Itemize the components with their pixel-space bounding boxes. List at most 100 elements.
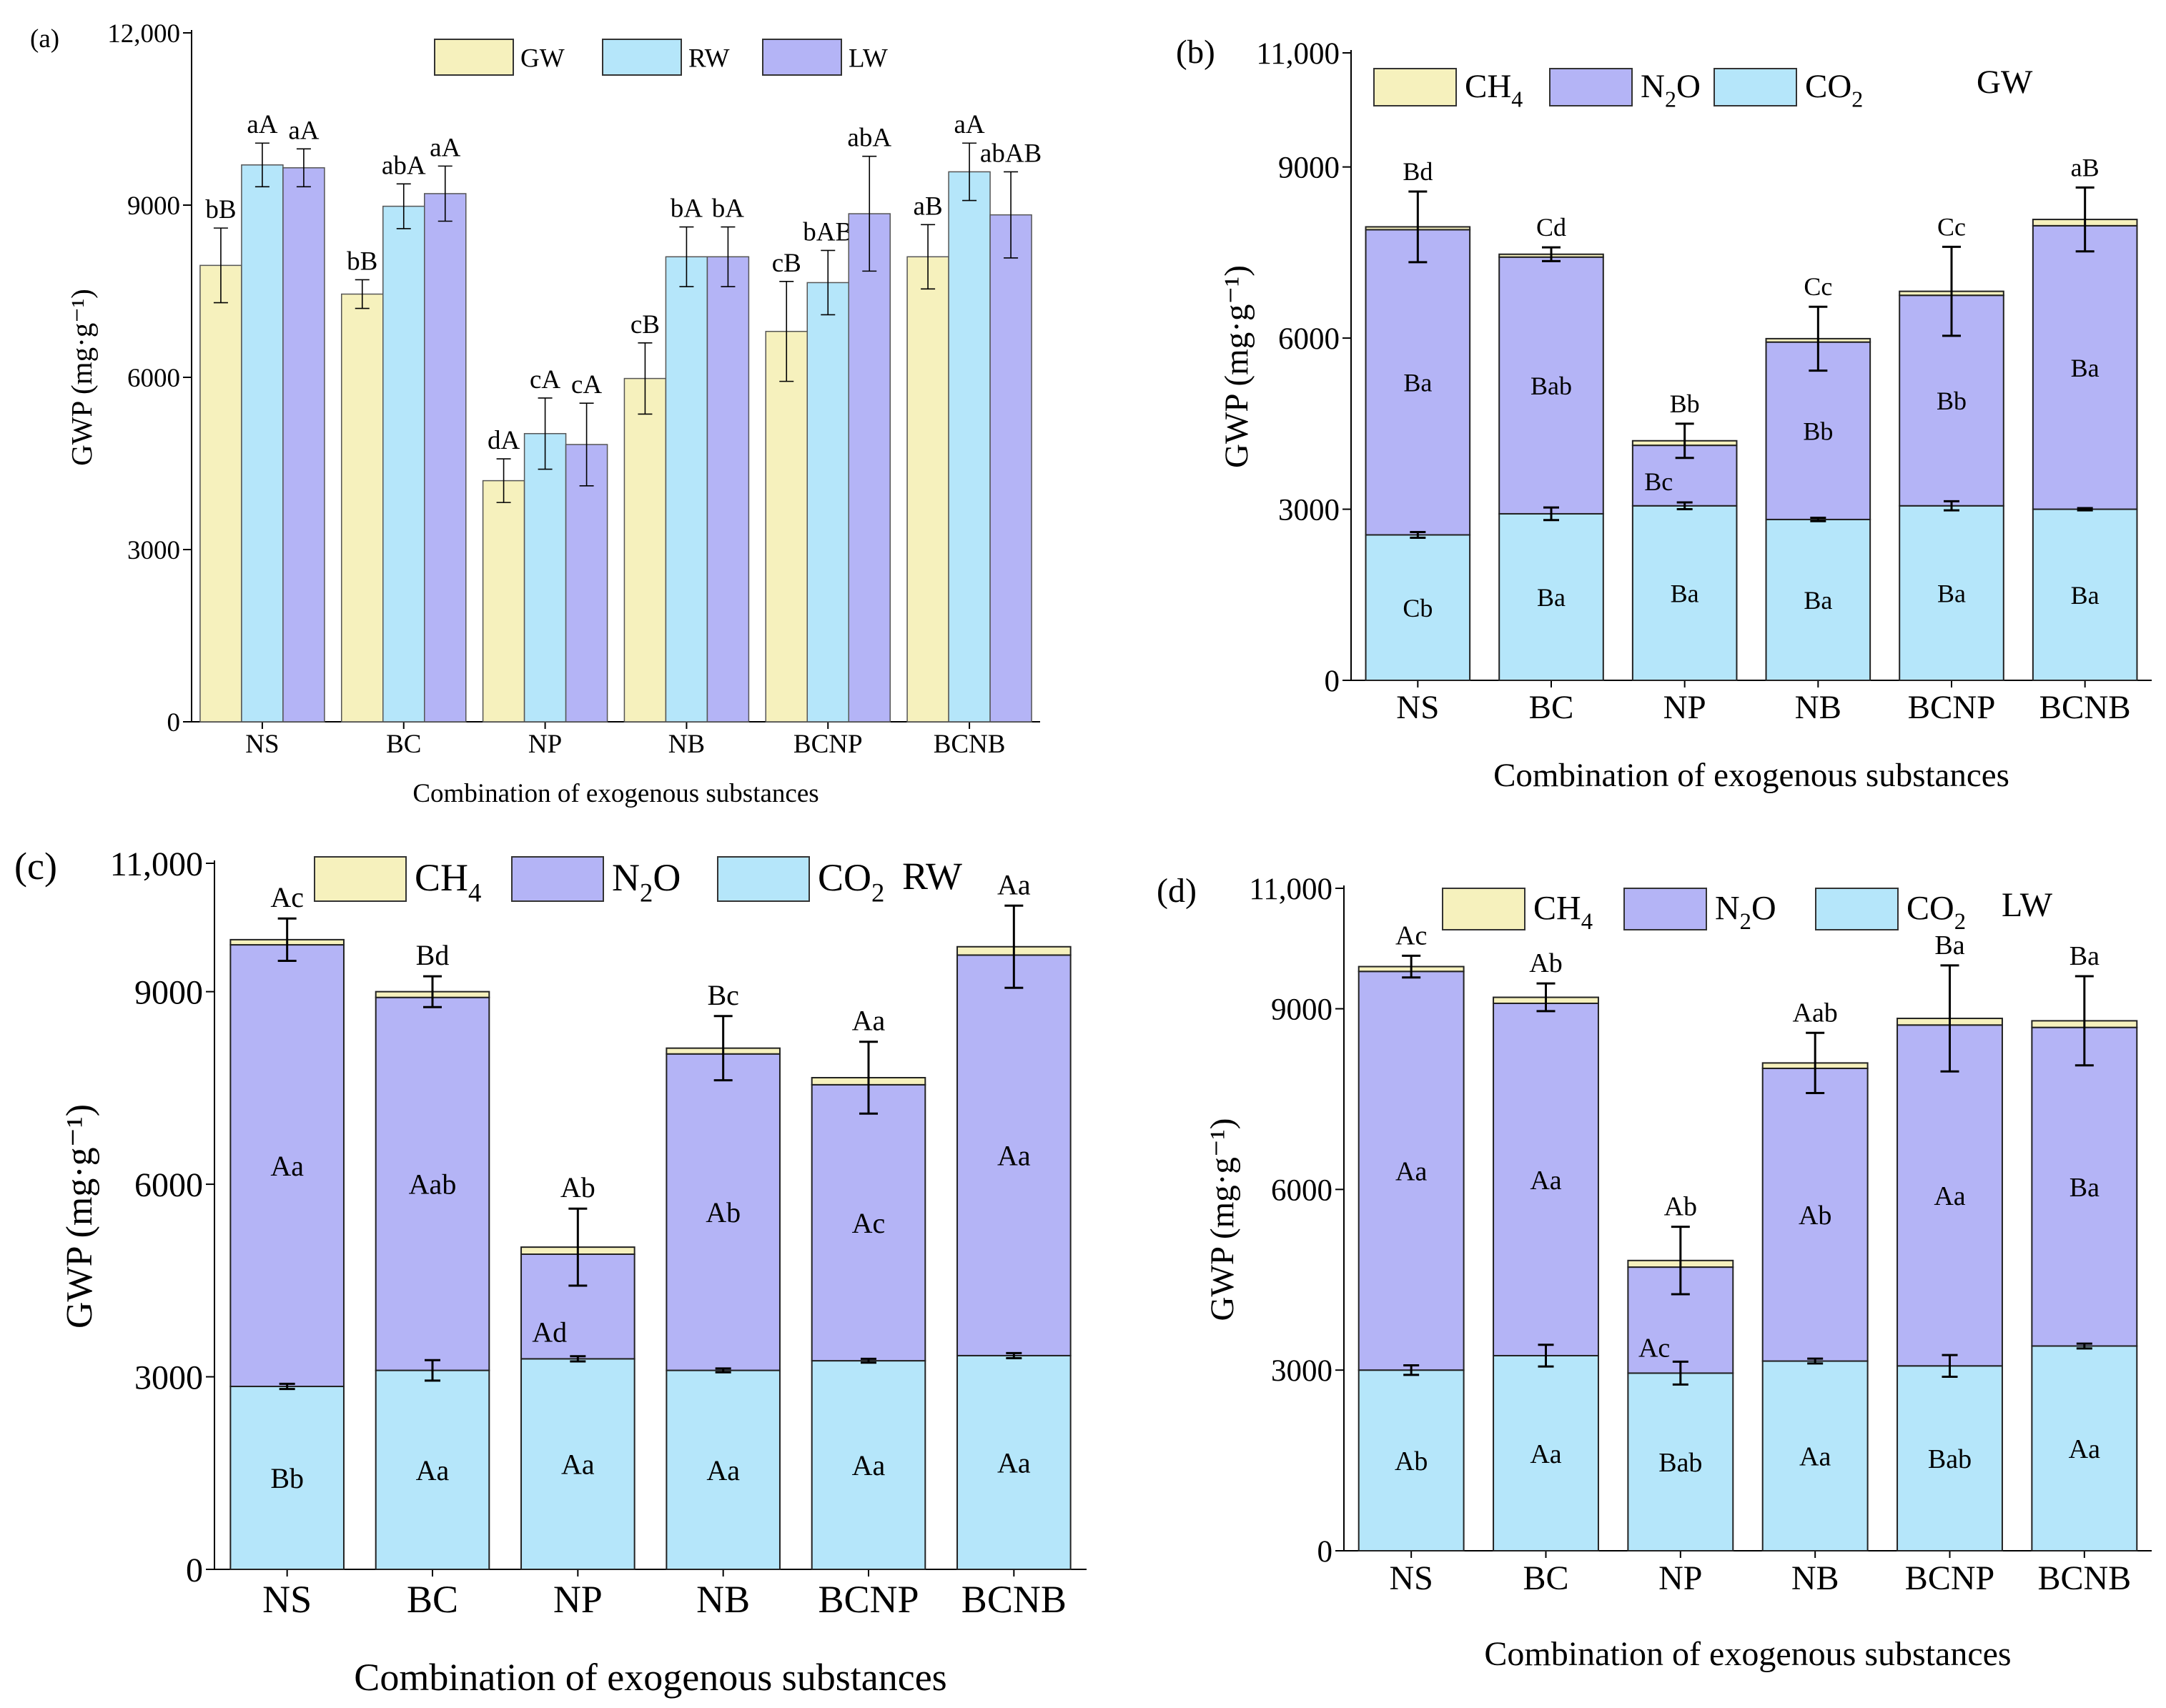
panel-label: (c) [14, 845, 57, 888]
legend-label: LW [849, 44, 888, 73]
bar-LW [848, 213, 891, 723]
significance-label: bAB [803, 217, 853, 247]
bar-RW [382, 205, 425, 723]
legend-swatch-CH4 [314, 856, 407, 902]
total-significance-label: Cc [1937, 212, 1966, 241]
total-significance-label: Cc [1804, 272, 1832, 301]
legend-item-RW: RW [602, 39, 730, 76]
bar-segment-CO2 [1765, 518, 1871, 681]
significance-label: dA [488, 426, 520, 455]
y-axis-label-main: GWP [1204, 1239, 1241, 1321]
y-tick-label: 9000 [134, 973, 203, 1011]
panel-b: 0 3000 6000 9000 11,000 GWP (mg·g⁻¹) (b) Combin… [1176, 34, 2152, 794]
significance-label: cB [630, 310, 660, 339]
total-significance-label: Bd [1403, 157, 1433, 186]
legend-label: CO2 [818, 856, 884, 907]
significance-label: cA [530, 365, 560, 394]
significance-label: cB [772, 249, 801, 278]
legend-swatch-CO2 [1815, 888, 1899, 930]
co2-significance-label: Ba [1537, 583, 1566, 612]
y-tick-label: 6000 [134, 1166, 203, 1204]
x-tick-label: NS [1396, 689, 1439, 726]
co2-significance-label: Ba [1804, 586, 1832, 615]
bar-GW [906, 256, 949, 723]
co2-significance-label: Aa [1799, 1442, 1831, 1472]
legend-text-part: 4 [1511, 86, 1523, 111]
n2o-significance-label: Aab [409, 1168, 457, 1201]
legend-swatch-RW [602, 39, 682, 76]
significance-label: abA [382, 151, 426, 180]
panel-tag: GW [1977, 64, 2033, 101]
panel-d: 0 3000 6000 9000 11,000 GWP (mg·g⁻¹) (d) Combin… [1157, 872, 2152, 1673]
n2o-significance-label: Ab [1799, 1201, 1831, 1231]
legend-item-CH4: CH4 [1373, 68, 1523, 111]
significance-label: bB [205, 195, 236, 224]
y-tick-label: 3000 [1271, 1354, 1332, 1388]
y-tick-label: 9000 [127, 192, 180, 221]
legend-label: CH4 [1533, 889, 1593, 934]
n2o-significance-label: Ac [1638, 1334, 1670, 1364]
bar-RW [665, 256, 708, 723]
y-axis-label: GWP (mg·g⁻¹) [59, 1104, 100, 1329]
panel-label: (b) [1176, 34, 1215, 71]
total-significance-label: Aa [852, 1005, 886, 1037]
bar-GW [623, 377, 667, 723]
legend-swatch-CO2 [717, 856, 810, 902]
x-tick-label: NS [1389, 1559, 1433, 1597]
legend-text-part: N [612, 856, 640, 899]
bar-RW [948, 171, 991, 723]
y-tick-label: 11,000 [110, 845, 203, 883]
legend-text-part: CO [1907, 889, 1954, 927]
legend-item-CO2: CO2 [1713, 68, 1863, 111]
x-tick-label: NB [696, 1578, 750, 1621]
bar-RW [241, 164, 284, 723]
bar-segment-N2O [666, 1053, 781, 1371]
legend-item-LW: LW [762, 39, 888, 76]
bar-segment-N2O [2031, 1026, 2138, 1347]
legend-text-part: 4 [468, 878, 481, 907]
total-significance-label: Ac [1395, 920, 1427, 950]
n2o-significance-label: Ba [2069, 1173, 2100, 1203]
bar-LW [989, 214, 1032, 723]
legend-swatch-LW [762, 39, 842, 76]
legend-text-part: CH [415, 856, 468, 899]
legend-text-part: N [1641, 68, 1665, 105]
significance-label: aB [914, 192, 943, 221]
bar-segment-CO2 [1761, 1360, 1869, 1551]
panel-label: (a) [30, 24, 59, 54]
bar-segment-CO2 [1365, 534, 1471, 681]
bar-RW [806, 282, 849, 723]
total-significance-label: Bd [416, 939, 450, 971]
n2o-significance-label: Aa [997, 1140, 1031, 1172]
significance-label: abAB [980, 139, 1042, 168]
bar-GW [341, 293, 384, 723]
significance-label: aA [247, 110, 277, 139]
x-tick-label: BC [386, 730, 421, 759]
bar-LW [282, 167, 325, 723]
total-significance-label: Bb [1670, 389, 1700, 418]
n2o-significance-label: Bab [1530, 372, 1572, 400]
n2o-significance-label: Aa [1395, 1157, 1427, 1187]
y-axis-label-unit: (mg·g⁻¹) [59, 1104, 100, 1238]
n2o-significance-label: Ac [852, 1207, 886, 1239]
bar-segment-CO2 [666, 1369, 781, 1570]
bar-segment-CO2 [1358, 1369, 1465, 1551]
bar-segment-CO2 [1897, 1365, 2003, 1551]
y-axis-label: GWP (mg·g⁻¹) [1218, 265, 1255, 468]
legend-label: CO2 [1907, 889, 1966, 934]
co2-significance-label: Bb [270, 1462, 304, 1494]
bar-segment-N2O [229, 944, 345, 1388]
legend-text-part: 2 [1740, 909, 1751, 935]
x-tick-label: BC [1523, 1559, 1568, 1597]
n2o-significance-label: Ad [532, 1316, 567, 1348]
legend-label: CH4 [1465, 68, 1523, 111]
n2o-significance-label: Bb [1803, 417, 1833, 445]
legend-swatch-N2O [1623, 888, 1707, 930]
n2o-significance-label: Bc [1644, 467, 1673, 496]
legend-item-N2O: N2O [511, 856, 681, 907]
legend-text-part: O [653, 856, 681, 899]
legend-item-CH4: CH4 [1442, 888, 1593, 935]
legend-text-part: 2 [1954, 909, 1966, 935]
co2-significance-label: Aa [2069, 1434, 2100, 1464]
